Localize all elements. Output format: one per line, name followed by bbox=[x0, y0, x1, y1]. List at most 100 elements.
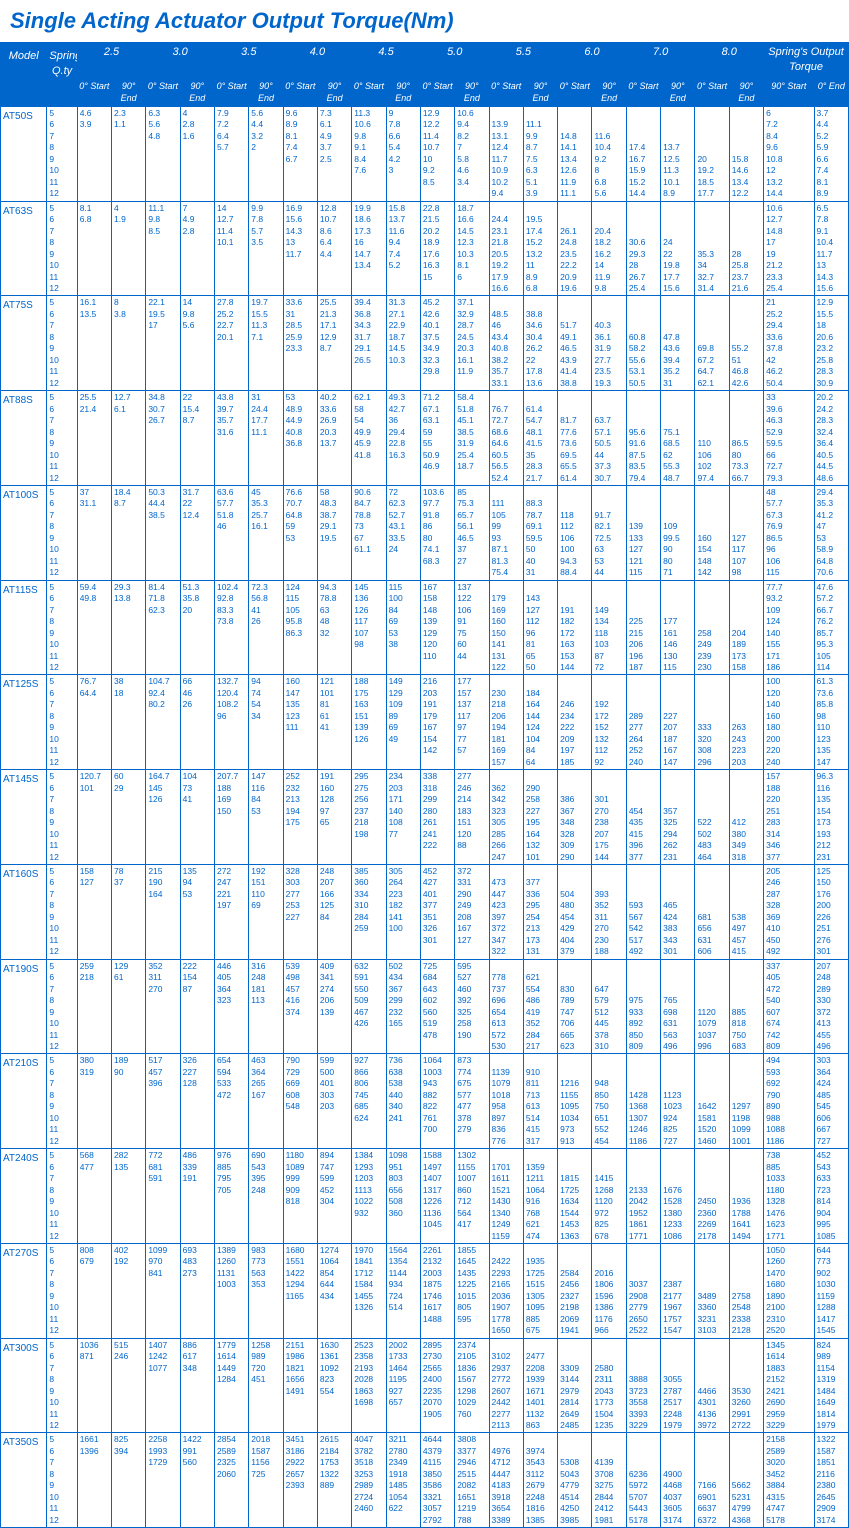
cell-data: 37 31.1 bbox=[77, 485, 111, 580]
cell-data: 647 579 512 445 378 310 bbox=[592, 959, 626, 1054]
sub-start: 0° Start bbox=[420, 77, 454, 106]
cell-output: 96.3 116 135 154 173 193 212 231 bbox=[814, 770, 848, 865]
cell-data: 72 62.3 52.7 43.1 33.5 24 bbox=[386, 485, 420, 580]
cell-data: 2615 2184 1753 1322 889 bbox=[317, 1433, 351, 1528]
cell-data: 1302 1155 1007 860 712 564 417 bbox=[455, 1149, 489, 1244]
cell-qty: 5 6 7 8 9 10 11 12 bbox=[47, 1149, 77, 1244]
cell-data: 234 203 171 140 108 77 bbox=[386, 770, 420, 865]
cell-data: 124 115 105 95.8 86.3 bbox=[283, 580, 317, 675]
cell-data: 20 19.2 18.5 17.7 bbox=[695, 106, 729, 201]
cell-data: 179 169 160 150 141 131 122 bbox=[489, 580, 523, 675]
cell-data: 104 73 41 bbox=[180, 770, 214, 865]
cell-data: 230 218 206 194 181 169 157 bbox=[489, 675, 523, 770]
cell-data: 9 7.8 6.6 5.4 4.2 3 bbox=[386, 106, 420, 201]
cell-model: AT63S bbox=[1, 201, 47, 296]
cell-data: 222 154 87 bbox=[180, 959, 214, 1054]
cell-data: 2258 1993 1729 bbox=[146, 1433, 180, 1528]
cell-data: 14 9.8 5.6 bbox=[180, 296, 214, 391]
cell-data: 48.5 46 43.4 40.8 38.2 35.7 33.1 bbox=[489, 296, 523, 391]
cell-data: 147 116 84 53 bbox=[249, 770, 283, 865]
cell-data: 948 850 750 651 552 454 bbox=[592, 1054, 626, 1149]
cell-model: AT350S bbox=[1, 1433, 47, 1528]
cell-qty: 5 6 7 8 9 10 11 12 bbox=[47, 1243, 77, 1338]
cell-data: 1428 1368 1307 1246 1186 bbox=[626, 1054, 660, 1149]
cell-data: 137 122 106 91 75 60 44 bbox=[455, 580, 489, 675]
cell-data: 7166 6901 6637 6372 bbox=[695, 1433, 729, 1528]
cell-data: 28 25.8 23.7 21.6 bbox=[729, 201, 763, 296]
cell-output: 738 885 1033 1180 1328 1476 1623 1771 bbox=[764, 1149, 814, 1244]
cell-data: 1384 1293 1203 1113 1022 932 bbox=[352, 1149, 386, 1244]
cell-data: 43.8 39.7 35.7 31.6 bbox=[214, 391, 248, 486]
cell-output: 157 188 220 251 283 314 346 377 bbox=[764, 770, 814, 865]
sub-start: 0° Start bbox=[695, 77, 729, 106]
cell-data: 386 367 348 328 309 290 bbox=[558, 770, 592, 865]
cell-data: 76.7 72.7 68.6 64.6 60.5 56.5 52.4 bbox=[489, 391, 523, 486]
sub-start: 0° Start bbox=[283, 77, 317, 106]
cell-data: 333 320 308 296 bbox=[695, 675, 729, 770]
sub-ostart: 90° Start bbox=[764, 77, 814, 106]
cell-data: 2523 2358 2193 2028 1863 1698 bbox=[352, 1338, 386, 1433]
cell-data: 2580 2311 2043 1773 1504 1235 bbox=[592, 1338, 626, 1433]
cell-output: 452 543 633 723 814 904 995 1085 bbox=[814, 1149, 848, 1244]
cell-output: 48 57.7 67.3 76.9 86.5 96 106 115 bbox=[764, 485, 814, 580]
cell-output: 12.9 15.5 18 20.6 23.2 25.8 28.3 30.9 bbox=[814, 296, 848, 391]
cell-output: 205 246 287 328 369 410 450 492 bbox=[764, 864, 814, 959]
cell-output: 100 120 140 160 180 200 220 240 bbox=[764, 675, 814, 770]
cell-data: 9.6 8.9 8.1 7.4 6.7 bbox=[283, 106, 317, 201]
cell-data: 6.3 5.6 4.8 bbox=[146, 106, 180, 201]
cell-data: 22 15.4 8.7 bbox=[180, 391, 214, 486]
cell-data: 338 318 299 280 261 241 222 bbox=[420, 770, 454, 865]
cell-model: AT50S bbox=[1, 106, 47, 201]
cell-data: 4 1.9 bbox=[112, 201, 146, 296]
cell-data: 184 164 144 124 104 84 64 bbox=[523, 675, 557, 770]
cell-data: 75.1 68.5 62 55.3 48.7 bbox=[661, 391, 695, 486]
cell-data: 24 22 19.8 17.7 15.6 bbox=[661, 201, 695, 296]
cell-data: 1123 1023 924 825 727 bbox=[661, 1054, 695, 1149]
cell-output: 10.6 12.7 14.8 17 19 21.2 23.3 25.4 bbox=[764, 201, 814, 296]
cell-data: 1680 1551 1422 1294 1165 bbox=[283, 1243, 317, 1338]
cell-data: 1064 1003 943 882 822 761 700 bbox=[420, 1054, 454, 1149]
cell-data: 39.4 36.8 34.3 31.7 29.1 26.5 bbox=[352, 296, 386, 391]
cell-data: 1274 1064 854 644 434 bbox=[317, 1243, 351, 1338]
cell-data: 1661 1396 bbox=[77, 1433, 111, 1528]
cell-data: 1642 1581 1520 1460 bbox=[695, 1054, 729, 1149]
cell-data: 246 234 222 209 197 185 bbox=[558, 675, 592, 770]
cell-data: 825 394 bbox=[112, 1433, 146, 1528]
cell-data: 102.4 92.8 83.3 73.8 bbox=[214, 580, 248, 675]
sub-start: 0° Start bbox=[146, 77, 180, 106]
cell-model: AT75S bbox=[1, 296, 47, 391]
cell-data: 25.5 21.3 17.1 12.9 8.7 bbox=[317, 296, 351, 391]
cell-data: 2002 1733 1464 1195 927 657 bbox=[386, 1338, 420, 1433]
cell-data: 47.8 43.6 39.4 35.2 31 bbox=[661, 296, 695, 391]
cell-output: 337 405 472 540 607 674 742 809 bbox=[764, 959, 814, 1054]
cell-data: 118 112 106 100 94.3 88.4 bbox=[558, 485, 592, 580]
cell-data: 58.4 51.8 45.1 38.5 31.9 25.4 18.7 bbox=[455, 391, 489, 486]
cell-data: 258 249 239 230 bbox=[695, 580, 729, 675]
cell-output: 6 7.2 8.4 9.6 10.8 12 13.2 14.4 bbox=[764, 106, 814, 201]
cell-data: 778 737 696 654 613 572 530 bbox=[489, 959, 523, 1054]
cell-data: 12.8 10.7 8.6 6.4 4.4 bbox=[317, 201, 351, 296]
cell-data: 1588 1497 1407 1317 1226 1136 1045 bbox=[420, 1149, 454, 1244]
cell-data: 316 248 181 113 bbox=[249, 959, 283, 1054]
cell-data: 225 215 206 196 187 bbox=[626, 580, 660, 675]
cell-data: 326 227 128 bbox=[180, 1054, 214, 1149]
cell-data: 120.7 101 bbox=[77, 770, 111, 865]
cell-data: 15.8 14.6 13.4 12.2 bbox=[729, 106, 763, 201]
cell-data: 2387 2177 1967 1757 1547 bbox=[661, 1243, 695, 1338]
cell-data: 248 207 166 125 84 bbox=[317, 864, 351, 959]
table-row: AT210S5 6 7 8 9 10 11 12380 319189 90517… bbox=[1, 1054, 849, 1149]
grp-1: 3.0 bbox=[146, 43, 215, 78]
cell-output: 29.4 35.3 41.2 47 53 58.9 64.8 70.6 bbox=[814, 485, 848, 580]
cell-output: 33 39.6 46.3 52.9 59.5 66 72.7 79.3 bbox=[764, 391, 814, 486]
page-title: Single Acting Actuator Output Torque(Nm) bbox=[0, 0, 849, 42]
cell-data: 452 427 401 377 351 326 301 bbox=[420, 864, 454, 959]
cell-data: 104.7 92.4 80.2 bbox=[146, 675, 180, 770]
cell-data: 85 75.3 65.7 56.1 46.5 37 27 bbox=[455, 485, 489, 580]
cell-data: 207.7 188 169 150 bbox=[214, 770, 248, 865]
cell-data: 158 127 bbox=[77, 864, 111, 959]
cell-data: 1258 989 720 451 bbox=[249, 1338, 283, 1433]
cell-data: 17.4 16.7 15.9 15.2 14.4 bbox=[626, 106, 660, 201]
grp-4: 4.5 bbox=[352, 43, 421, 78]
cell-data: 1297 1198 1099 1001 bbox=[729, 1054, 763, 1149]
cell-qty: 5 6 7 8 9 10 11 12 bbox=[47, 770, 77, 865]
